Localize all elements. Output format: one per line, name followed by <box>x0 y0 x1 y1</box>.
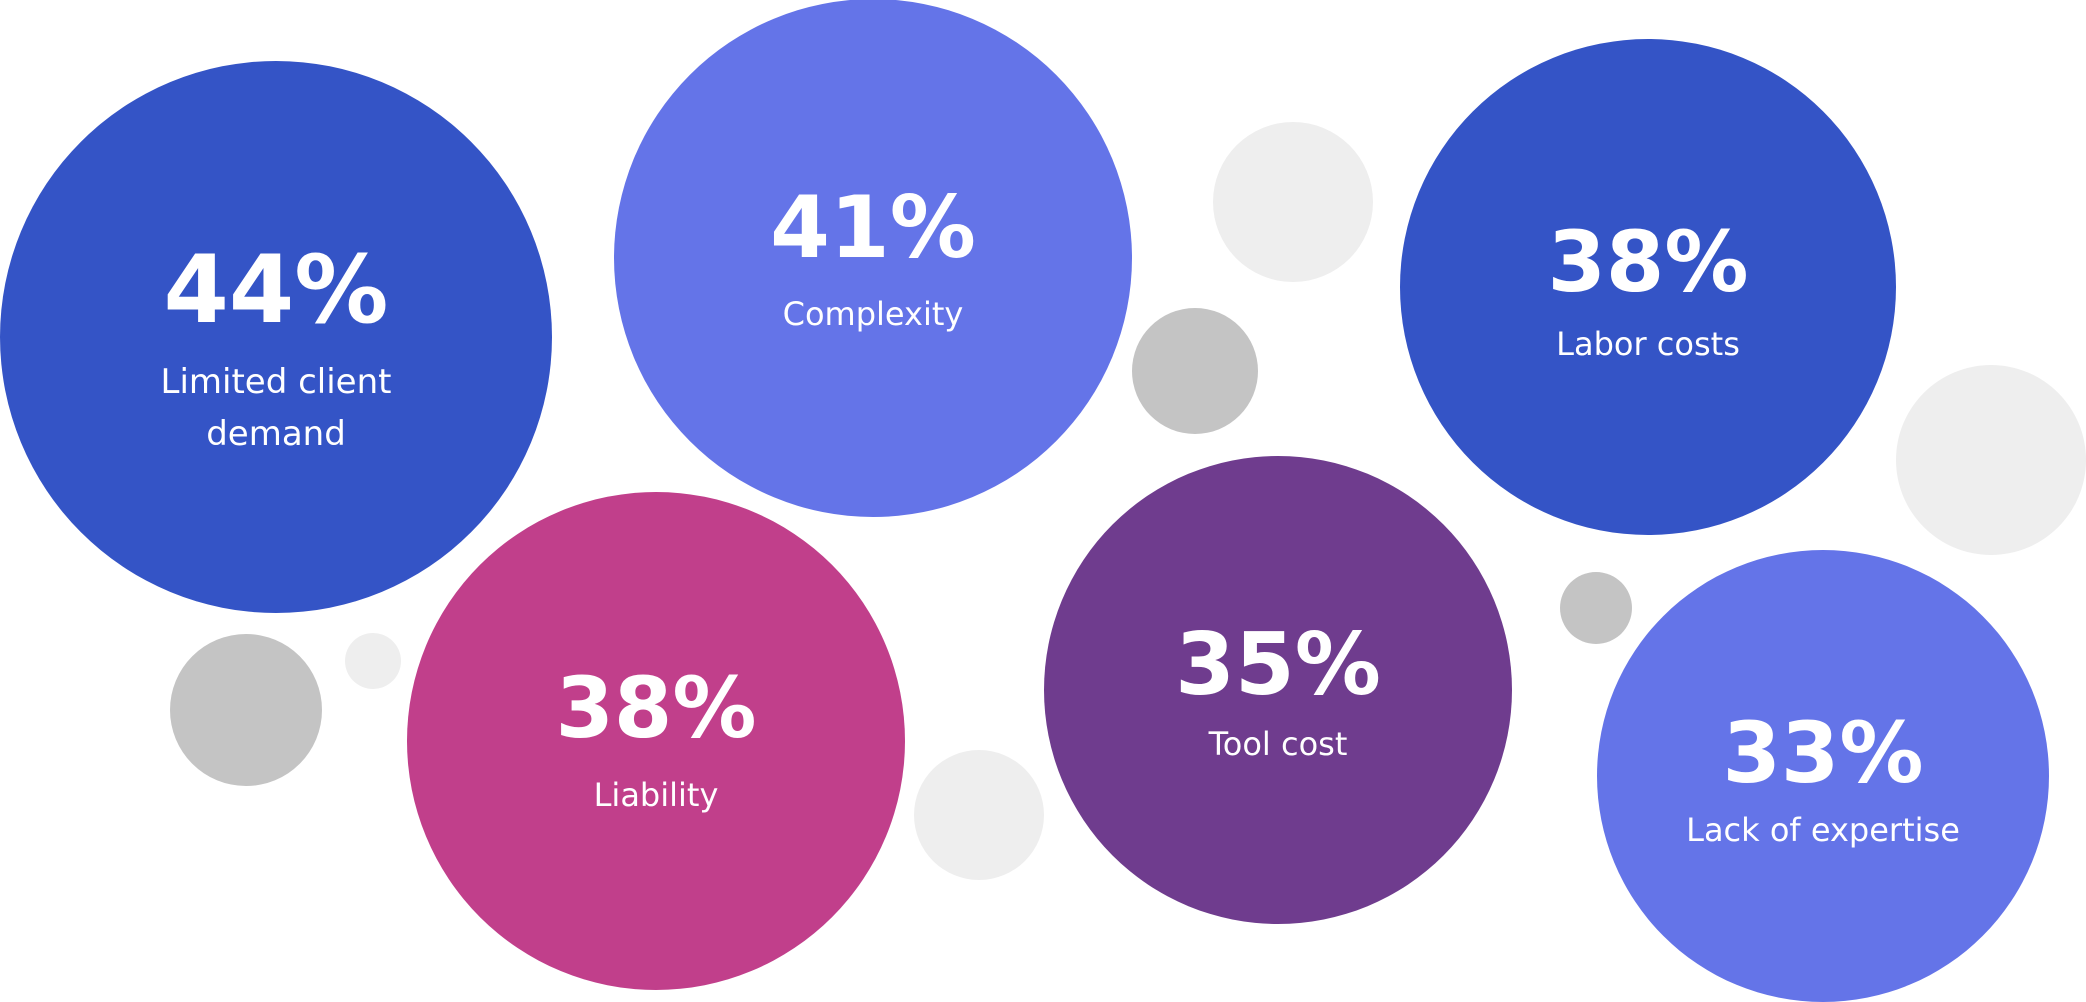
decor-bubble-4 <box>1560 572 1632 644</box>
bubble-label: Liability <box>594 776 719 814</box>
bubble-circle <box>1400 39 1896 535</box>
decor-bubble-7 <box>914 750 1044 880</box>
bubble-value: 35% <box>1175 615 1381 715</box>
bubble-value: 44% <box>164 236 389 345</box>
bubble-label: Complexity <box>783 295 964 333</box>
bubble-label: Limited client demand <box>161 362 392 454</box>
decor-bubble-3 <box>1896 365 2086 555</box>
bubble-complexity: 41% Complexity <box>614 0 1132 517</box>
bubble-label: Labor costs <box>1556 325 1740 363</box>
bubble-circle <box>1044 456 1512 924</box>
decor-bubble-1 <box>1213 122 1373 282</box>
bubble-value: 41% <box>770 178 976 278</box>
bubble-circle <box>614 0 1132 517</box>
bubble-circle <box>0 61 552 613</box>
bubble-limited-client-demand: 44% Limited client demand <box>0 61 552 613</box>
bubble-lack-of-expertise: 33% Lack of expertise <box>1597 550 2049 1002</box>
bubble-label: Tool cost <box>1208 725 1348 763</box>
bubble-liability: 38% Liability <box>407 492 905 990</box>
bubble-circle <box>407 492 905 990</box>
decor-bubble-6 <box>345 633 401 689</box>
decor-bubble-2 <box>1132 308 1258 434</box>
bubble-value: 38% <box>1547 213 1748 311</box>
bubble-label: Lack of expertise <box>1686 811 1960 849</box>
bubble-value: 38% <box>555 659 756 757</box>
bubble-labor-costs: 38% Labor costs <box>1400 39 1896 535</box>
bubble-circle <box>1597 550 2049 1002</box>
decorative-bubbles <box>170 122 2086 880</box>
bubble-tool-cost: 35% Tool cost <box>1044 456 1512 924</box>
decor-bubble-5 <box>170 634 322 786</box>
bubble-value: 33% <box>1722 704 1923 802</box>
